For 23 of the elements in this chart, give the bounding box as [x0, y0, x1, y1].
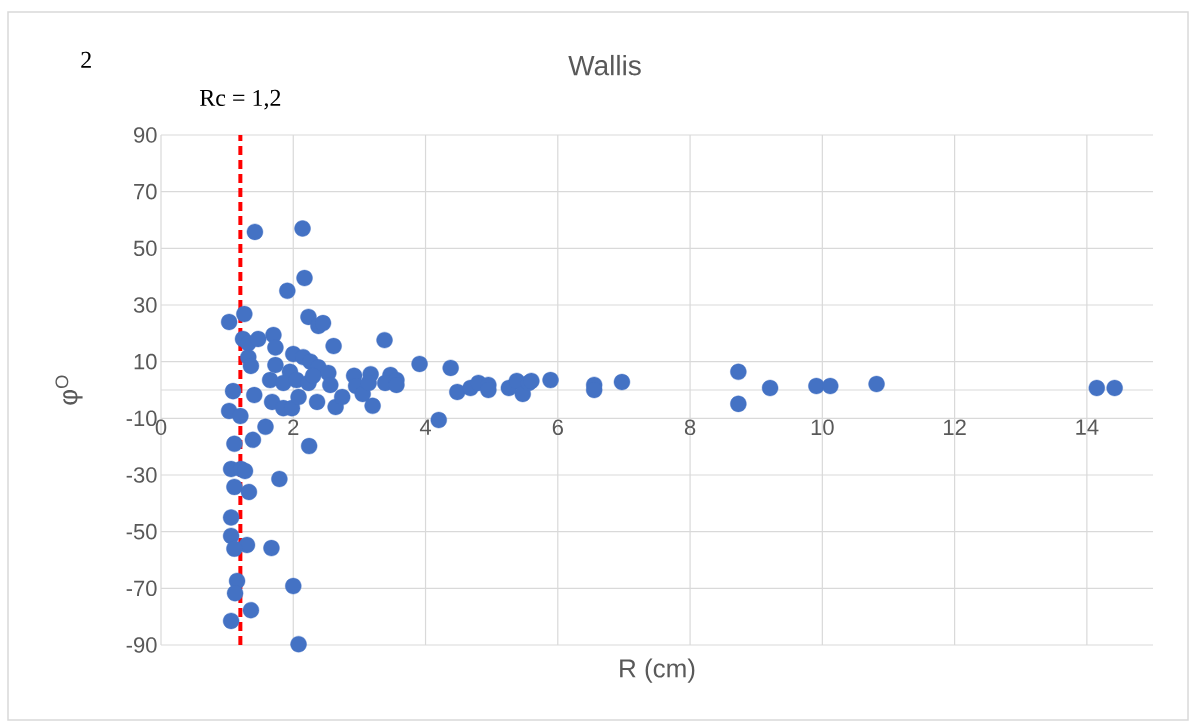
y-axis-title: φ$^{O}$ — [55, 375, 83, 405]
x-axis-title: R (cm) — [620, 658, 695, 683]
y-tick-label: 90 — [134, 127, 157, 143]
y-tick-label: -10 — [126, 410, 157, 427]
x-tick-label: 12 — [944, 419, 966, 435]
x-tick-label: 6 — [552, 419, 563, 436]
x-tick-label: 4 — [419, 419, 432, 435]
x-tick-label: 0 — [155, 419, 167, 436]
x-tick-label: 10 — [811, 419, 834, 436]
ref-line-label: Rc = 1,2 — [199, 89, 281, 110]
text: 2 — [81, 51, 91, 68]
x-tick-label: 14 — [1076, 419, 1099, 435]
x-tick-label: 2 — [288, 419, 299, 435]
y-tick-label: 10 — [134, 353, 157, 370]
y-tick-label: -90 — [126, 637, 157, 653]
y-tick-label: -50 — [126, 523, 157, 540]
y-tick-label: -30 — [126, 467, 157, 483]
chart-title: Wallis — [568, 54, 641, 76]
y-tick-label: 70 — [134, 183, 157, 200]
y-tick-label: -70 — [126, 580, 157, 597]
y-tick-label: 30 — [133, 297, 157, 313]
x-tick-label: 8 — [684, 419, 696, 436]
y-tick-label: 50 — [133, 240, 157, 257]
